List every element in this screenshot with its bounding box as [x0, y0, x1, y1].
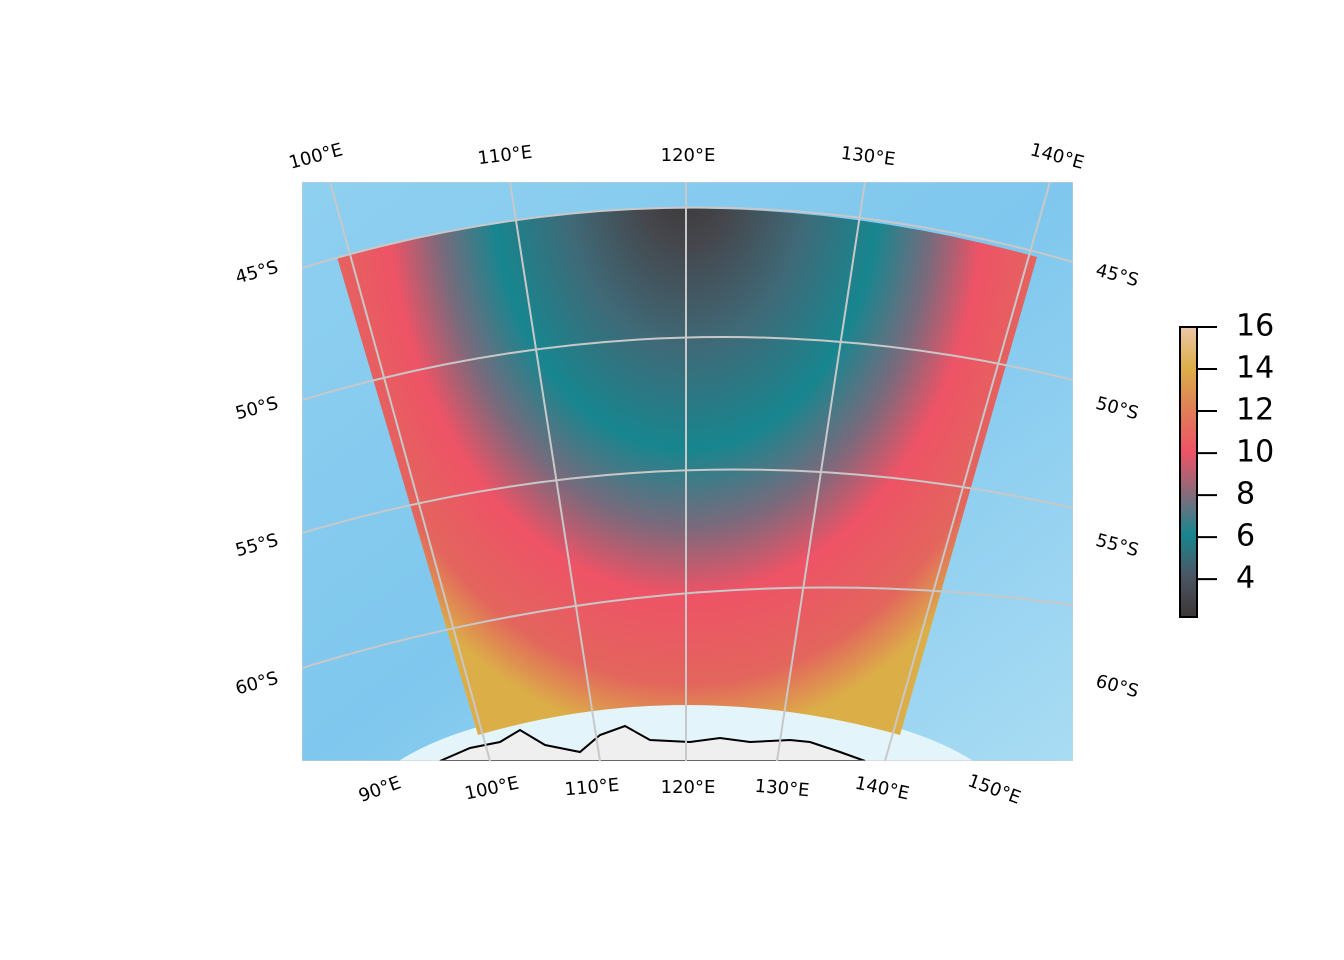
graticule-label: 150°E [965, 770, 1024, 808]
graticule-label: 140°E [1028, 139, 1086, 173]
parallels [302, 206, 1073, 669]
graticule-label: 45°S [1093, 260, 1140, 292]
colorbar-tick-label: 14 [1236, 351, 1274, 386]
graticule-label: 60°S [233, 668, 280, 700]
colorbar-ramp [1179, 326, 1198, 618]
graticule-label: 90°E [356, 772, 404, 807]
graticule-label: 50°S [233, 393, 280, 425]
graticule-label: 130°E [754, 776, 810, 802]
colorbar-tick-label: 8 [1236, 477, 1255, 512]
graticule-label: 50°S [1093, 393, 1140, 425]
colorbar-tick-label: 6 [1236, 519, 1255, 554]
colorbar: 4 6 8 10 12 14 16 [1179, 309, 1274, 618]
graticule-label: 45°S [233, 257, 280, 289]
graticule-label: 55°S [233, 530, 280, 562]
colorbar-tick-label: 10 [1236, 435, 1274, 470]
graticule-label: 55°S [1093, 530, 1140, 562]
antarctica-coastline [439, 724, 866, 761]
colorbar-tick-label: 4 [1236, 561, 1255, 596]
map-panel [302, 182, 1073, 761]
meridians [329, 182, 1051, 761]
graticule-label: 100°E [463, 773, 521, 805]
graticule-label: 120°E [661, 145, 716, 166]
graticule-label: 110°E [476, 142, 533, 170]
colorbar-tick-label: 16 [1236, 309, 1274, 344]
graticule-label: 120°E [661, 777, 716, 798]
graticule-label: 110°E [564, 775, 620, 801]
graticule-label: 100°E [287, 139, 345, 173]
graticule-label: 140°E [853, 773, 911, 805]
graticule-label: 60°S [1093, 671, 1140, 703]
graticule-label: 130°E [840, 143, 897, 171]
colorbar-tick-label: 12 [1236, 393, 1274, 428]
